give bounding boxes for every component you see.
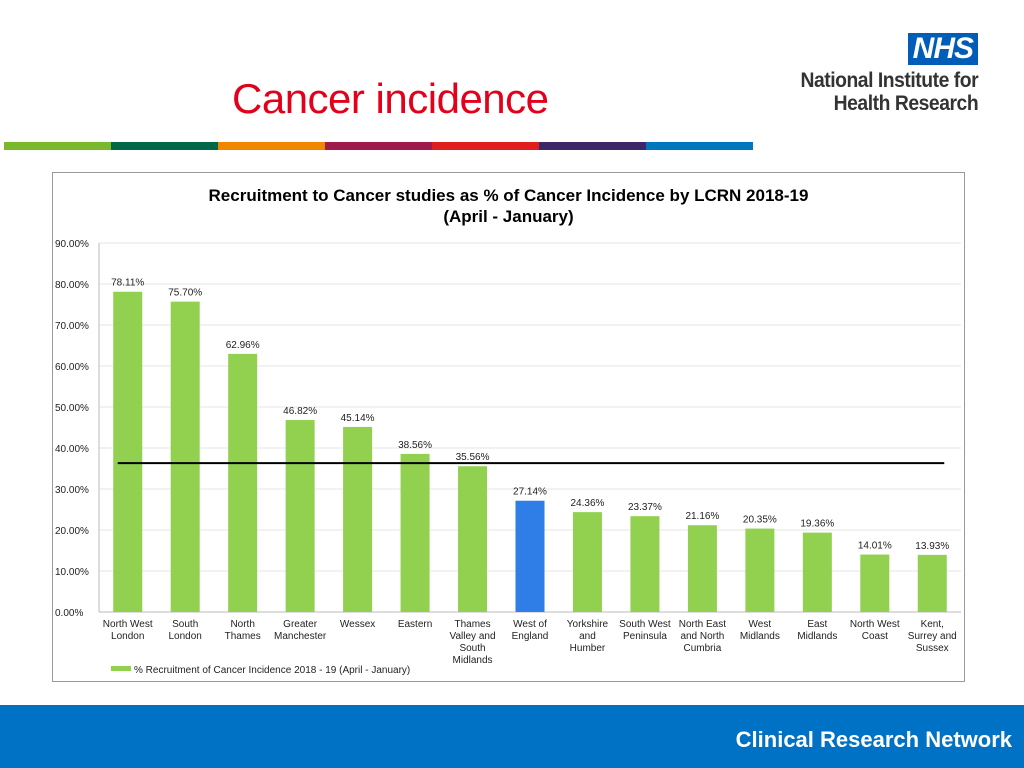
bar [343, 426, 373, 612]
y-tick-label: 40.00% [55, 444, 89, 455]
nhs-badge: NHS [907, 33, 978, 65]
data-label: 19.36% [800, 519, 834, 530]
y-tick-label: 30.00% [55, 485, 89, 496]
data-label: 20.35% [743, 515, 777, 526]
bar [400, 453, 430, 612]
data-label: 46.82% [283, 406, 317, 417]
bar [113, 291, 143, 612]
bar [285, 420, 315, 612]
data-label: 62.96% [226, 340, 260, 351]
data-label: 35.56% [456, 452, 490, 463]
footer-bar: Clinical Research Network [0, 705, 1024, 768]
data-label: 13.93% [915, 541, 949, 552]
stripe-segment [432, 142, 539, 150]
x-tick-label: Manchester [274, 631, 327, 642]
y-tick-label: 20.00% [55, 526, 89, 537]
y-tick-label: 50.00% [55, 403, 89, 414]
stripe-segment [111, 142, 218, 150]
data-label: 38.56% [398, 440, 432, 451]
x-tick-label: South [459, 643, 485, 654]
data-label: 23.37% [628, 502, 662, 513]
x-tick-label: England [512, 631, 549, 642]
stripe-segment [539, 142, 646, 150]
nihr-logo: NHS National Institute for Health Resear… [785, 33, 978, 116]
x-tick-label: South [172, 619, 198, 630]
x-tick-label: Yorkshire [567, 619, 609, 630]
data-label: 24.36% [571, 498, 605, 509]
data-label: 45.14% [341, 413, 375, 424]
x-tick-label: Surrey and [908, 631, 957, 642]
x-tick-label: West [749, 619, 772, 630]
x-tick-label: West of [513, 619, 547, 630]
x-tick-label: Eastern [398, 619, 432, 630]
bar [170, 301, 200, 612]
legend-label: % Recruitment of Cancer Incidence 2018 -… [134, 665, 410, 676]
data-label: 21.16% [685, 511, 719, 522]
x-tick-label: Sussex [916, 643, 949, 654]
x-tick-label: Kent, [921, 619, 944, 630]
y-tick-label: 10.00% [55, 567, 89, 578]
x-tick-label: Midlands [740, 631, 780, 642]
chart-frame: Recruitment to Cancer studies as % of Ca… [52, 172, 965, 682]
chart-subtitle: (April - January) [443, 207, 574, 226]
bar [515, 500, 545, 612]
x-tick-label: North East [679, 619, 726, 630]
x-tick-label: London [169, 631, 202, 642]
x-tick-label: Valley and [450, 631, 496, 642]
data-label: 75.70% [168, 288, 202, 299]
x-tick-label: Thames [454, 619, 490, 630]
stripe-segment [4, 142, 111, 150]
bar [630, 516, 660, 612]
x-tick-label: South West [619, 619, 671, 630]
legend-swatch [111, 666, 131, 671]
bar [917, 554, 947, 612]
y-tick-label: 0.00% [55, 608, 83, 619]
nihr-name-line2: Health Research [833, 92, 978, 115]
color-stripe [4, 142, 753, 150]
data-label: 27.14% [513, 487, 547, 498]
bar [228, 353, 258, 612]
stripe-segment [325, 142, 432, 150]
data-label: 78.11% [111, 278, 144, 289]
x-tick-label: North West [850, 619, 900, 630]
x-tick-label: Humber [570, 643, 606, 654]
x-tick-label: North [230, 619, 254, 630]
nihr-name-line1: National Institute for [800, 69, 978, 92]
bar-chart: 0.00% 10.00% 20.00% 30.00% 40.00% 50.00% 60.00… [55, 239, 961, 676]
x-tick-label: East [807, 619, 827, 630]
x-tick-label: Thames [225, 631, 261, 642]
x-tick-label: Midlands [797, 631, 837, 642]
data-label: 14.01% [858, 541, 892, 552]
stripe-segment [646, 142, 753, 150]
x-tick-label: North West [103, 619, 153, 630]
bar [572, 512, 602, 612]
y-tick-label: 70.00% [55, 321, 89, 332]
x-tick-label: Peninsula [623, 631, 667, 642]
slide-title: Cancer incidence [232, 75, 549, 122]
chart-title: Recruitment to Cancer studies as % of Ca… [208, 186, 809, 205]
bar [745, 528, 775, 612]
stripe-segment [218, 142, 325, 150]
x-tick-label: and North [680, 631, 724, 642]
y-tick-label: 60.00% [55, 362, 89, 373]
x-tick-label: Cumbria [684, 643, 722, 654]
x-tick-label: Wessex [340, 619, 375, 630]
chart-title-block: Recruitment to Cancer studies as % of Ca… [53, 185, 964, 227]
footer-text: Clinical Research Network [735, 727, 1012, 752]
y-tick-label: 80.00% [55, 280, 89, 291]
x-tick-label: Midlands [453, 655, 493, 666]
bar [458, 466, 488, 612]
x-tick-label: London [111, 631, 144, 642]
x-tick-label: and [579, 631, 596, 642]
x-tick-label: Greater [283, 619, 318, 630]
bar [802, 532, 832, 612]
bar [687, 525, 717, 612]
bar [860, 554, 890, 612]
x-tick-label: Coast [862, 631, 888, 642]
y-tick-label: 90.00% [55, 239, 89, 250]
